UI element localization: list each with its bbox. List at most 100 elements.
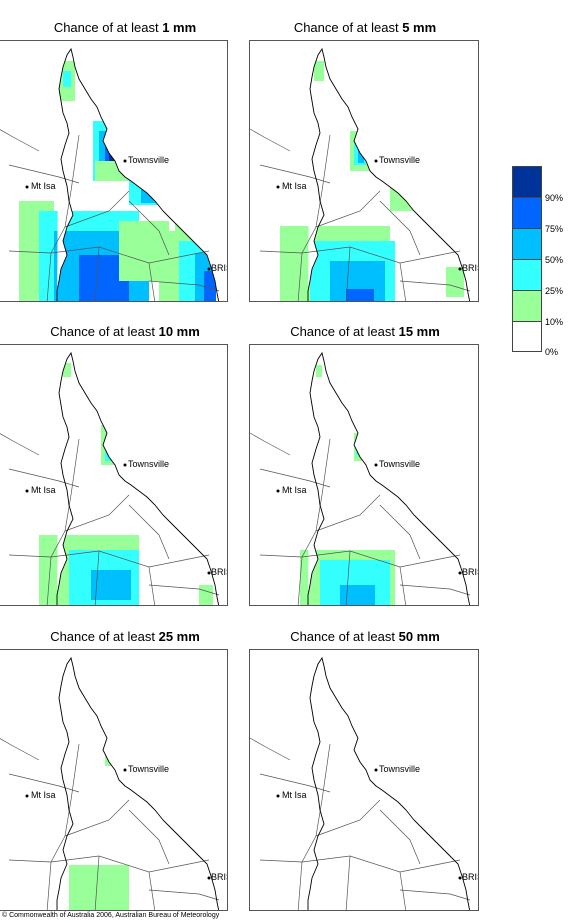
district-boundary <box>8 554 52 605</box>
rainfall-map: Townsville Mt Isa BRIS <box>0 649 228 911</box>
district-boundary <box>250 128 291 152</box>
legend-swatch-10 <box>512 290 542 321</box>
district-boundary <box>8 250 52 301</box>
district-boundary <box>399 889 471 901</box>
district-boundary <box>315 494 381 532</box>
district-boundary <box>315 799 381 837</box>
queensland-map <box>250 351 471 605</box>
brisbane-marker <box>458 571 462 575</box>
rainfall-probability-area <box>63 363 71 377</box>
rainfall-probability-area <box>69 865 129 910</box>
district-boundary <box>301 438 331 558</box>
district-boundary <box>379 504 421 560</box>
district-boundary <box>50 134 80 254</box>
rainfall-map: Townsville Mt Isa BRIS <box>249 649 479 911</box>
coastline <box>307 351 471 605</box>
district-boundary <box>379 809 421 865</box>
brisbane-marker <box>458 267 462 271</box>
panel-title: Chance of at least 50 mm <box>290 629 440 644</box>
townsville-marker <box>374 463 378 467</box>
townsville-label: Townsville <box>128 764 170 774</box>
townsville-label: Townsville <box>128 459 170 469</box>
rainfall-probability-area <box>340 585 375 605</box>
brisbane-marker <box>458 876 462 880</box>
panel-title: Chance of at least 5 mm <box>293 20 437 35</box>
district-boundary <box>128 200 170 256</box>
district-boundary <box>399 566 407 605</box>
district-boundary <box>64 494 130 532</box>
legend-swatch-50 <box>512 228 542 259</box>
bris-label: BRIS <box>211 567 227 577</box>
mt-isa-label: Mt Isa <box>31 181 56 191</box>
district-boundary <box>301 134 331 254</box>
townsville-label: Townsville <box>379 764 421 774</box>
mt-isa-marker <box>25 489 29 493</box>
bris-label: BRIS <box>462 872 478 882</box>
mt-isa-marker <box>276 185 280 189</box>
district-boundary <box>148 584 220 596</box>
district-boundary <box>148 262 156 301</box>
district-boundary <box>50 438 80 558</box>
townsville-marker <box>123 159 127 163</box>
rainfall-probability-area <box>316 365 322 377</box>
panel-title: Chance of at least 1 mm <box>53 20 197 35</box>
district-boundary <box>8 859 52 910</box>
district-boundary <box>94 550 100 605</box>
mt-isa-label: Mt Isa <box>31 790 56 800</box>
rainfall-probability-area <box>390 181 420 211</box>
district-boundary <box>345 855 351 910</box>
bris-label: BRIS <box>462 567 478 577</box>
rainfall-probability-area <box>175 217 191 231</box>
legend-label: 0% <box>545 347 559 357</box>
mt-isa-label: Mt Isa <box>282 485 307 495</box>
district-boundary <box>345 246 351 301</box>
rainfall-probability-area <box>356 441 364 455</box>
rainfall-probability-area <box>199 585 213 605</box>
queensland-map <box>250 47 471 301</box>
brisbane-marker <box>207 876 211 880</box>
rainfall-probability-area <box>358 149 364 163</box>
district-boundary <box>259 554 303 605</box>
district-boundary <box>250 737 291 761</box>
townsville-marker <box>374 159 378 163</box>
district-boundary <box>250 432 291 456</box>
district-boundary <box>315 190 381 228</box>
district-boundary <box>64 799 130 837</box>
legend-swatch-90 <box>512 166 542 197</box>
townsville-label: Townsville <box>128 155 170 165</box>
mt-isa-label: Mt Isa <box>31 485 56 495</box>
district-boundary <box>259 250 303 301</box>
rainfall-probability-area <box>91 570 131 600</box>
district-boundary <box>379 200 421 256</box>
brisbane-marker <box>207 571 211 575</box>
panel-title: Chance of at least 25 mm <box>50 629 200 644</box>
rainfall-probability-area <box>354 433 368 461</box>
rainfall-probability-area <box>446 267 464 297</box>
district-boundary <box>94 855 100 910</box>
mt-isa-marker <box>25 185 29 189</box>
legend-label: 25% <box>545 286 564 296</box>
district-boundary <box>399 584 471 596</box>
district-boundary <box>148 566 156 605</box>
bris-label: BRIS <box>211 872 227 882</box>
district-boundary <box>399 280 471 292</box>
townsville-marker <box>123 463 127 467</box>
rainfall-map: Townsville Mt Isa BRIS <box>0 344 228 606</box>
district-boundary <box>399 871 407 910</box>
legend-label: 90% <box>545 193 564 203</box>
district-boundary <box>148 871 156 910</box>
townsville-marker <box>123 768 127 772</box>
district-boundary <box>128 504 170 560</box>
district-boundary <box>50 743 80 863</box>
legend <box>512 166 542 352</box>
district-boundary <box>301 743 331 863</box>
queensland-map <box>0 656 220 910</box>
queensland-map <box>250 656 471 910</box>
legend-swatch-75 <box>512 197 542 228</box>
coastline <box>307 47 471 301</box>
district-boundary <box>128 809 170 865</box>
queensland-map <box>0 47 220 301</box>
coastline <box>56 351 220 605</box>
mt-isa-marker <box>276 794 280 798</box>
rainfall-probability-area <box>204 271 216 301</box>
